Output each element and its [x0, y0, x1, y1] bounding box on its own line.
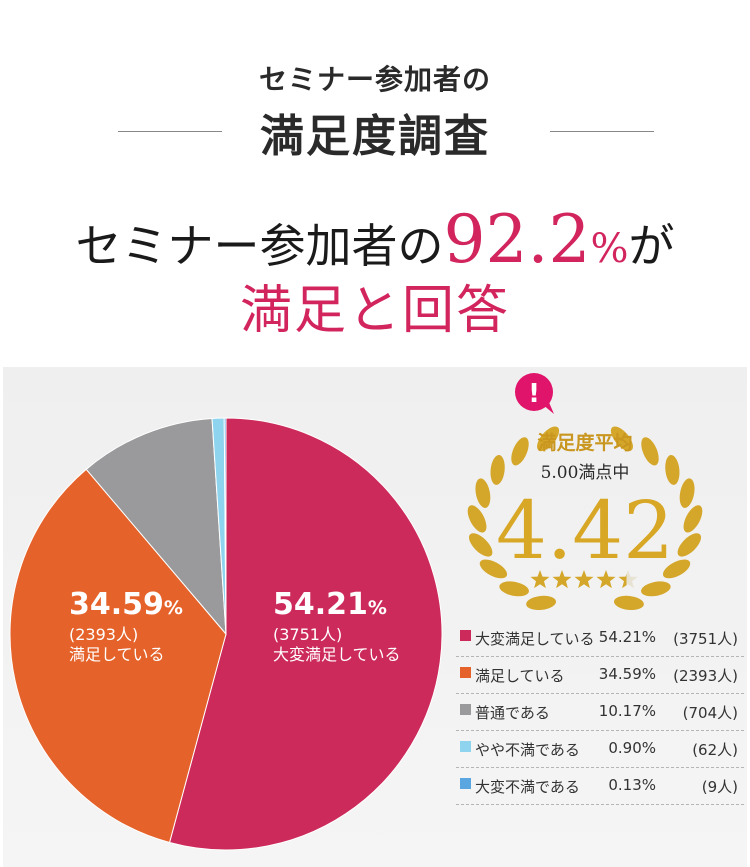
- laurel-leaf: [479, 559, 508, 579]
- slice-label-very-satisfied: 54.21% (3751人) 大変満足している: [273, 588, 401, 665]
- header-title: 満足度調査: [260, 111, 490, 162]
- headline-percent: 92.2: [443, 201, 591, 278]
- laurel-leaf: [677, 533, 702, 557]
- slice-label-very-satisfied-name: 大変満足している: [273, 645, 401, 664]
- legend: 大変満足している 54.21% (3751人) 満足している 34.59% (2393人)…: [456, 620, 744, 805]
- legend-name: やや不満である: [475, 741, 580, 759]
- legend-count: (704人): [682, 704, 738, 722]
- slice-label-very-satisfied-value: 54.21: [273, 587, 368, 622]
- average-title: 満足度平均: [537, 432, 633, 454]
- laurel-leaf: [665, 455, 680, 485]
- laurel-leaf: [641, 437, 659, 466]
- legend-swatch: [460, 630, 471, 641]
- header-line-right: [550, 131, 654, 132]
- star-icon: [530, 570, 550, 589]
- legend-row: 普通である 10.17% (704人): [456, 694, 744, 731]
- legend-row: 満足している 34.59% (2393人): [456, 657, 744, 694]
- legend-swatch: [460, 667, 471, 678]
- laurel-leaf: [679, 478, 695, 508]
- laurel-leaf: [662, 559, 691, 579]
- alert-badge: !: [512, 370, 560, 418]
- legend-percent: 54.21%: [598, 628, 656, 646]
- star-icon: [618, 570, 638, 589]
- header-subtitle: セミナー参加者の: [258, 63, 491, 96]
- legend-name: 満足している: [475, 667, 565, 685]
- legend-count: (62人): [692, 741, 738, 759]
- legend-percent: 0.13%: [608, 776, 656, 794]
- legend-percent: 34.59%: [598, 665, 656, 683]
- legend-percent: 0.90%: [608, 739, 656, 757]
- headline: セミナー参加者の92.2%が: [0, 205, 750, 284]
- laurel-leaf: [511, 437, 529, 466]
- slice-label-very-satisfied-unit: %: [367, 597, 387, 619]
- legend-row: 大変満足している 54.21% (3751人): [456, 620, 744, 657]
- headline-suffix: が: [628, 219, 675, 273]
- slice-label-satisfied-value: 34.59: [69, 587, 164, 622]
- slice-label-very-satisfied-count: (3751人): [273, 625, 343, 644]
- laurel-leaf: [499, 581, 529, 597]
- alert-badge-mark: !: [528, 379, 540, 409]
- legend-percent: 10.17%: [598, 702, 656, 720]
- legend-count: (2393人): [673, 667, 738, 685]
- pie-slice-2: [85, 417, 227, 636]
- legend-name: 大変不満である: [475, 778, 580, 796]
- laurel-leaf: [613, 595, 644, 611]
- legend-swatch: [460, 778, 471, 789]
- legend-name: 大変満足している: [475, 630, 595, 648]
- slice-label-satisfied-unit: %: [163, 597, 183, 619]
- legend-row: やや不満である 0.90% (62人): [456, 731, 744, 768]
- laurel-leaf: [475, 478, 491, 508]
- laurel-leaf: [641, 581, 671, 597]
- speech-bubble-icon: [515, 373, 554, 414]
- pie-slice-4: [223, 417, 227, 635]
- star-icon: [574, 570, 594, 589]
- star-icon: [596, 570, 616, 589]
- legend-row: 大変不満である 0.13% (9人): [456, 768, 744, 805]
- laurel-leaf: [526, 595, 557, 611]
- legend-swatch: [460, 741, 471, 752]
- rating-stars: [530, 570, 638, 589]
- headline-line2: 満足と回答: [239, 281, 510, 341]
- slice-label-satisfied: 34.59% (2393人) 満足している: [69, 588, 183, 665]
- average-scale: 5.00満点中: [540, 463, 630, 483]
- pie-slice-0: [168, 417, 443, 851]
- legend-swatch: [460, 704, 471, 715]
- star-icon: [552, 570, 572, 589]
- average-score: 4.42: [495, 484, 675, 577]
- laurel-leaf: [468, 533, 493, 557]
- legend-count: (9人): [701, 778, 738, 796]
- legend-name: 普通である: [475, 704, 550, 722]
- laurel-wreath-icon: [467, 426, 703, 611]
- header-line-left: [118, 131, 222, 132]
- laurel-leaf: [467, 505, 487, 533]
- slice-label-satisfied-name: 満足している: [69, 645, 165, 664]
- laurel-leaf: [537, 426, 560, 452]
- pie-slice-1: [9, 468, 227, 844]
- laurel-leaf: [610, 426, 633, 452]
- slice-label-satisfied-count: (2393人): [69, 625, 139, 644]
- legend-count: (3751人): [673, 630, 738, 648]
- headline-prefix: セミナー参加者の: [75, 219, 444, 273]
- laurel-leaf: [683, 505, 703, 533]
- laurel-leaf: [490, 455, 505, 485]
- headline-percent-unit: %: [590, 226, 629, 272]
